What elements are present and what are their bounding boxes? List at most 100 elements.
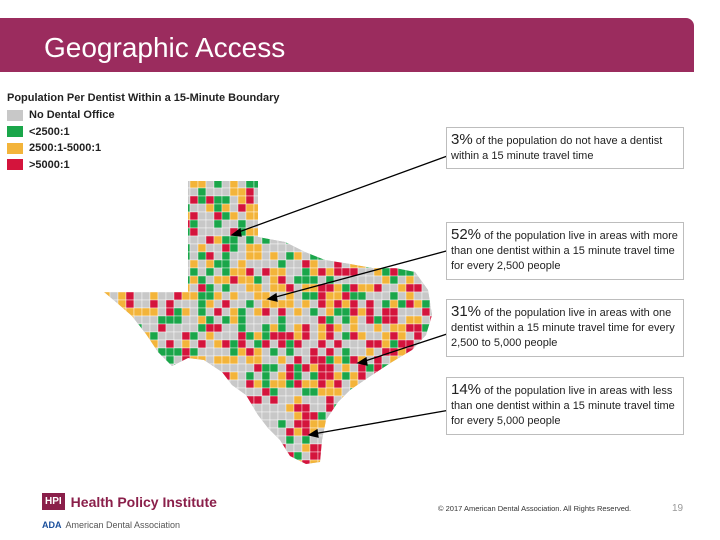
county-tile — [181, 181, 191, 189]
county-tile — [421, 243, 431, 253]
county-tile — [277, 419, 287, 429]
county-tile — [149, 323, 159, 333]
county-tile — [221, 363, 231, 373]
county-tile — [269, 339, 279, 349]
county-tile — [213, 363, 223, 373]
callout-less-than-one: 14% of the population live in areas with… — [446, 377, 684, 435]
county-tile — [253, 411, 263, 421]
county-tile — [317, 443, 327, 453]
county-tile — [149, 227, 159, 237]
county-tile — [117, 181, 127, 189]
county-tile — [173, 451, 183, 461]
county-tile — [125, 307, 135, 317]
county-tile — [181, 259, 191, 269]
county-tile — [269, 267, 279, 277]
county-tile — [277, 379, 287, 389]
county-tile — [325, 181, 335, 189]
county-tile — [301, 395, 311, 405]
county-tile — [381, 219, 391, 229]
county-tile — [421, 419, 431, 429]
county-tile — [104, 419, 111, 429]
county-tile — [189, 339, 199, 349]
county-tile — [301, 323, 311, 333]
county-tile — [261, 363, 271, 373]
county-tile — [357, 299, 367, 309]
county-tile — [205, 411, 215, 421]
county-tile — [173, 315, 183, 325]
county-tile — [213, 251, 223, 261]
county-tile — [245, 243, 255, 253]
county-tile — [421, 395, 431, 405]
county-tile — [165, 283, 175, 293]
county-tile — [237, 203, 247, 213]
county-tile — [317, 227, 327, 237]
legend-label: No Dental Office — [29, 109, 115, 122]
county-tile — [261, 427, 271, 437]
county-tile — [269, 275, 279, 285]
county-tile — [293, 435, 303, 445]
county-tile — [253, 323, 263, 333]
county-tile — [104, 315, 111, 325]
county-tile — [141, 459, 151, 464]
county-tile — [104, 307, 111, 317]
county-tile — [117, 435, 127, 445]
county-tile — [205, 219, 215, 229]
county-tile — [117, 387, 127, 397]
county-tile — [269, 411, 279, 421]
county-tile — [237, 251, 247, 261]
county-tile — [133, 459, 143, 464]
county-tile — [229, 243, 239, 253]
county-tile — [157, 419, 167, 429]
county-tile — [109, 181, 119, 189]
county-tile — [221, 451, 231, 461]
county-tile — [309, 259, 319, 269]
county-tile — [365, 291, 375, 301]
county-tile — [413, 435, 423, 445]
county-tile — [365, 387, 375, 397]
county-tile — [293, 411, 303, 421]
county-tile — [165, 451, 175, 461]
county-tile — [157, 427, 167, 437]
county-tile — [365, 331, 375, 341]
county-tile — [277, 403, 287, 413]
county-tile — [213, 195, 223, 205]
county-tile — [213, 339, 223, 349]
county-tile — [421, 283, 431, 293]
county-tile — [109, 395, 119, 405]
county-tile — [301, 275, 311, 285]
county-tile — [189, 259, 199, 269]
county-tile — [421, 443, 431, 453]
county-tile — [197, 187, 207, 197]
county-tile — [389, 203, 399, 213]
county-tile — [197, 283, 207, 293]
county-tile — [397, 211, 407, 221]
county-tile — [104, 251, 111, 261]
county-tile — [357, 363, 367, 373]
county-tile — [133, 251, 143, 261]
county-tile — [245, 443, 255, 453]
county-tile — [173, 299, 183, 309]
county-tile — [365, 451, 375, 461]
county-tile — [301, 347, 311, 357]
county-tile — [149, 363, 159, 373]
county-tile — [253, 403, 263, 413]
county-tile — [117, 243, 127, 253]
county-tile — [317, 275, 327, 285]
county-tile — [293, 371, 303, 381]
county-tile — [149, 203, 159, 213]
county-tile — [277, 235, 287, 245]
county-tile — [389, 339, 399, 349]
county-tile — [229, 419, 239, 429]
callout-percent: 52% — [451, 226, 482, 243]
county-tile — [245, 307, 255, 317]
county-tile — [413, 235, 423, 245]
callout-text: of the population live in areas with one… — [451, 307, 675, 349]
county-tile — [189, 307, 199, 317]
county-tile — [269, 315, 279, 325]
county-tile — [365, 259, 375, 269]
county-tile — [133, 371, 143, 381]
county-tile — [341, 459, 351, 464]
county-tile — [317, 451, 327, 461]
county-tile — [213, 299, 223, 309]
county-tile — [405, 187, 415, 197]
